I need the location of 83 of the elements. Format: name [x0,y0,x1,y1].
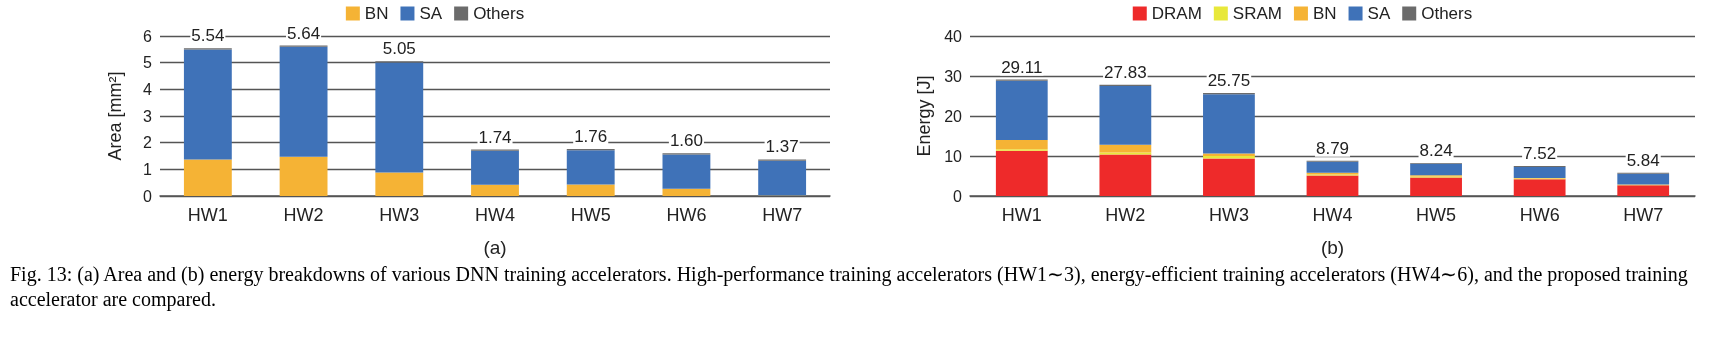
bar [471,150,519,185]
legend-label: SA [1367,4,1391,23]
total-label: 29.11 [1001,57,1043,77]
y-tick-label: 6 [143,27,153,45]
x-axis-title: (a) [483,237,507,258]
legend-label: Others [1421,4,1473,23]
bar [1617,173,1670,185]
bar [471,184,519,196]
total-label: 1.60 [669,131,703,151]
total-label: 5.05 [382,39,416,59]
bar [375,172,424,196]
bar [1513,179,1566,196]
bar [1099,144,1152,153]
bar [1306,175,1359,196]
x-tick-label: HW2 [1105,205,1146,225]
x-tick-label: HW1 [187,205,228,225]
bar [375,62,424,173]
bar [662,154,711,189]
x-tick-label: HW2 [283,205,324,225]
total-label: 27.83 [1104,62,1147,82]
x-tick-label: HW3 [379,205,420,225]
x-tick-label: HW7 [762,205,803,225]
total-label: 8.24 [1419,141,1453,161]
bar [566,150,615,185]
x-tick-label: HW4 [475,205,515,225]
bar [279,156,328,196]
bar [1513,167,1566,178]
bar [1617,185,1670,196]
legend-label: DRAM [1151,4,1202,23]
legend-label: SRAM [1232,4,1282,23]
x-tick-label: HW6 [1519,205,1560,225]
legend-label: BN [1312,4,1337,23]
bar [1099,154,1152,196]
bar [566,184,615,196]
x-tick-label: HW5 [570,205,611,225]
total-label: 1.76 [574,127,608,147]
y-axis-title: Area [mm²] [105,71,125,161]
bar [1099,85,1152,145]
y-tick-label: 5 [143,54,153,72]
total-label: 8.79 [1315,138,1350,158]
legend-label: SA [419,4,443,23]
y-tick-label: 20 [944,107,963,125]
bar [662,188,711,196]
y-axis-title: Energy [J] [914,75,935,157]
caption: Fig. 13: (a) Area and (b) energy breakdowns of various DNN training accelerators. High-performance training accelerators (HW1∼3), energy-efficient training accelerators (HW4∼6), and the proposed training accelerator are compared. [9,262,1689,312]
legend-label: Others [473,4,525,23]
total-label: 1.37 [765,137,799,157]
bar [183,159,232,196]
bar [1203,94,1255,154]
total-label: 5.54 [191,26,225,46]
total-label: 5.64 [287,23,321,43]
bar [279,46,328,157]
x-tick-label: HW6 [666,205,707,225]
bar [995,150,1048,196]
y-tick-label: 4 [143,80,153,98]
y-tick-label: 0 [143,187,153,205]
y-tick-label: 40 [944,27,963,45]
total-label: 25.75 [1207,71,1251,90]
x-tick-label: HW5 [1416,205,1457,225]
x-tick-label: HW3 [1208,205,1249,225]
x-tick-label: HW7 [1623,205,1664,225]
bar [1099,152,1152,155]
y-tick-label: 30 [944,67,963,85]
bar [995,80,1048,140]
y-tick-label: 1 [143,160,153,178]
total-label: 7.52 [1523,143,1557,163]
bar [183,49,232,160]
total-label: 1.74 [478,127,512,147]
legend-label: BN [364,4,389,23]
bar [1306,161,1359,173]
x-tick-label: HW1 [1001,205,1042,225]
y-tick-label: 2 [143,134,153,152]
bar [1410,177,1462,196]
total-label: 5.84 [1626,150,1660,170]
bar [758,160,807,196]
x-axis-title: (b) [1320,237,1345,258]
bar [1410,163,1462,176]
bar [995,140,1048,150]
y-tick-label: 3 [143,107,153,125]
y-tick-label: 10 [944,147,963,165]
bar [1203,158,1255,196]
x-tick-label: HW4 [1312,205,1353,225]
y-tick-label: 0 [953,187,963,205]
